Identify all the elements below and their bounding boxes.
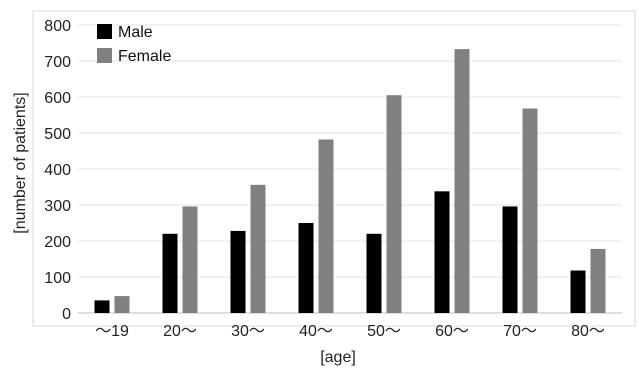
plot-frame xyxy=(32,10,636,327)
bar-male-1 xyxy=(162,233,178,313)
legend-label-male: Male xyxy=(118,24,153,41)
bar-male-0 xyxy=(94,300,110,313)
y-tick-label: 0 xyxy=(62,306,71,323)
bar-male-4 xyxy=(366,233,382,313)
y-tick-label: 400 xyxy=(44,162,71,179)
y-tick-label: 200 xyxy=(44,234,71,251)
bars xyxy=(94,49,606,314)
y-tick-label: 500 xyxy=(44,126,71,143)
y-tick-label: 600 xyxy=(44,90,71,107)
legend: Male Female xyxy=(97,24,171,65)
y-axis-ticks: 0 100 200 300 400 500 600 700 800 xyxy=(44,18,71,323)
bar-female-2 xyxy=(250,184,266,313)
bar-female-7 xyxy=(590,248,606,313)
bar-female-3 xyxy=(318,139,334,313)
bar-male-5 xyxy=(434,191,450,313)
bar-female-5 xyxy=(454,49,470,314)
bar-male-3 xyxy=(298,223,314,313)
y-tick-label: 800 xyxy=(44,18,71,35)
y-axis-title: [number of patients] xyxy=(12,92,29,233)
y-tick-label: 300 xyxy=(44,198,71,215)
x-axis-ticks: ～19 20～ 30～ 40～ 50～ 60～ 70～ 80～ xyxy=(95,323,605,340)
bar-male-7 xyxy=(570,270,586,313)
x-tick-label: 50～ xyxy=(367,323,401,340)
bar-male-2 xyxy=(230,230,246,313)
bar-female-4 xyxy=(386,95,402,313)
bar-male-6 xyxy=(502,206,518,313)
legend-label-female: Female xyxy=(118,48,171,65)
x-tick-label: 70～ xyxy=(503,323,537,340)
x-tick-label: 40～ xyxy=(299,323,333,340)
x-tick-label: 80～ xyxy=(571,323,605,340)
legend-swatch-male xyxy=(97,24,112,39)
legend-swatch-female xyxy=(97,48,112,63)
y-tick-label: 700 xyxy=(44,54,71,71)
bar-female-1 xyxy=(182,206,198,313)
bar-female-0 xyxy=(114,296,130,313)
x-axis-title: [age] xyxy=(320,349,356,366)
x-tick-label: 60～ xyxy=(435,323,469,340)
x-tick-label: 30～ xyxy=(231,323,265,340)
x-tick-label: 20～ xyxy=(163,323,197,340)
bar-female-6 xyxy=(522,108,538,314)
x-tick-label: ～19 xyxy=(95,323,129,340)
y-tick-label: 100 xyxy=(44,270,71,287)
